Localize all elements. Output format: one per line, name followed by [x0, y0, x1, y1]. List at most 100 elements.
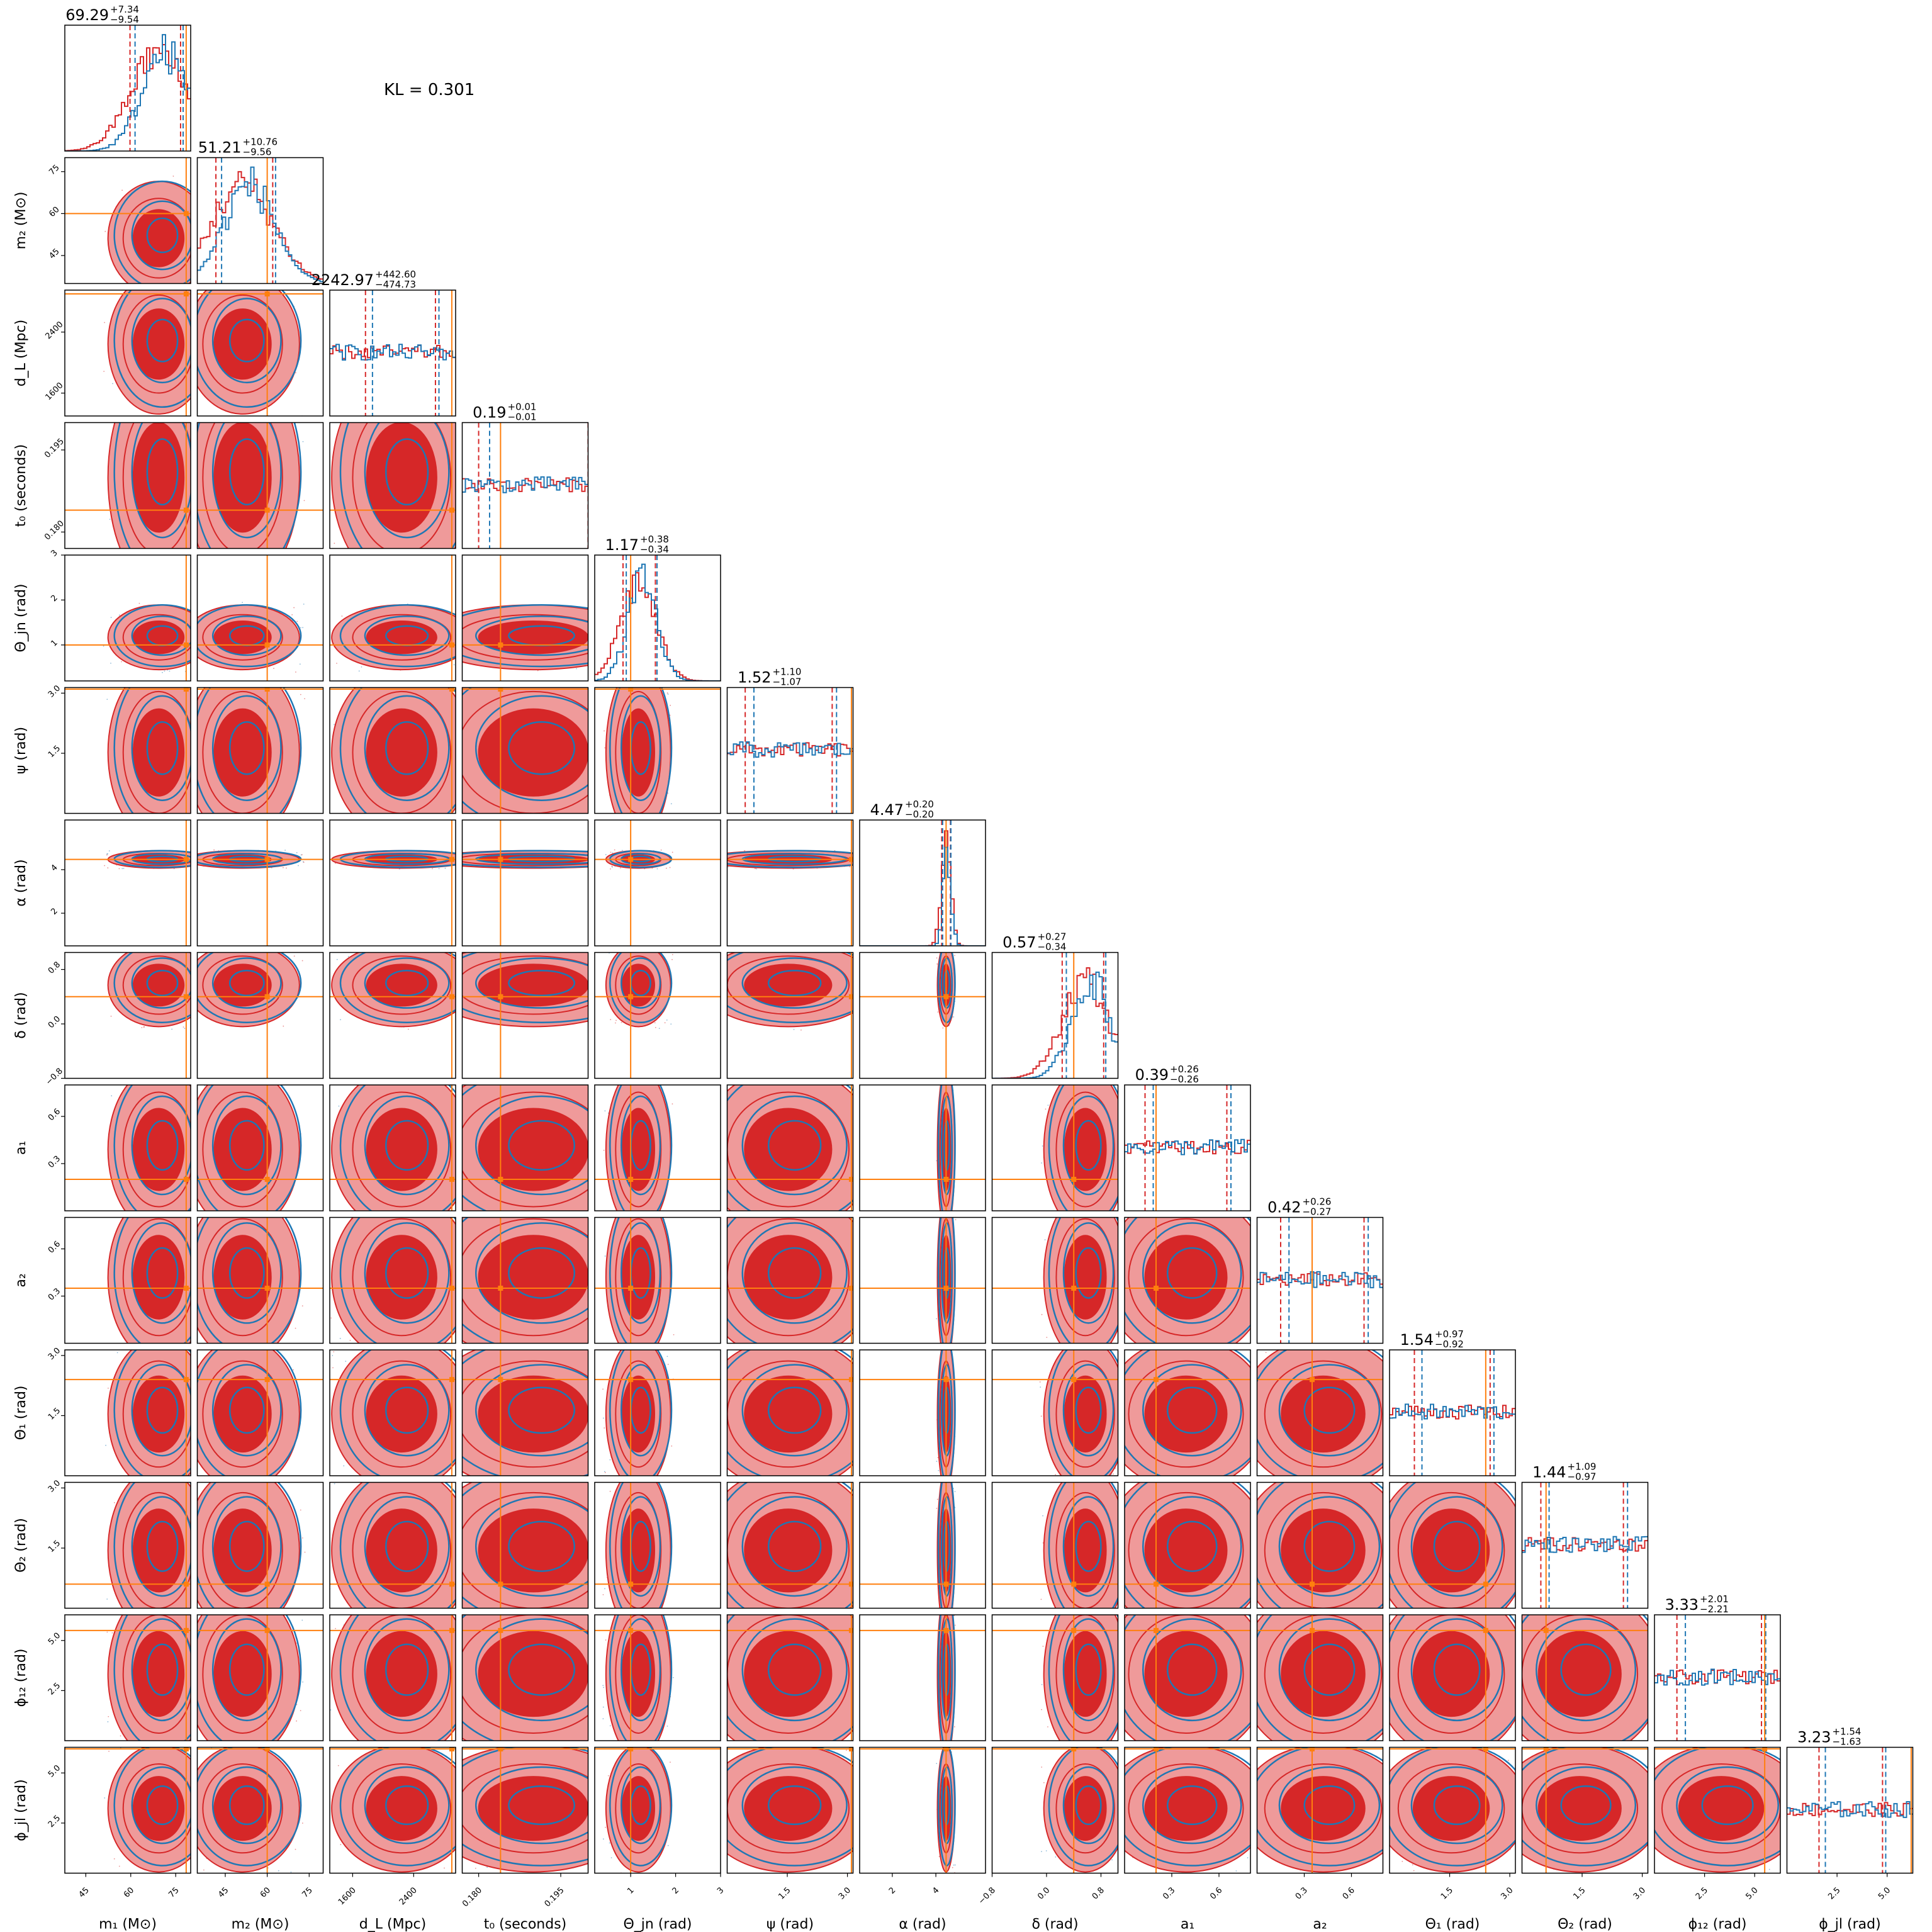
sample-point [1803, 1837, 1804, 1838]
sample-point [882, 1403, 883, 1404]
panel-frame [329, 1084, 456, 1211]
contour-blue-inner [228, 1247, 265, 1299]
sample-point [617, 637, 619, 638]
sample-point [605, 854, 607, 855]
contour-red-mid [122, 1091, 191, 1208]
contour-blue-outer [113, 604, 191, 668]
sample-point [328, 656, 329, 658]
sample-point [647, 662, 648, 663]
contour-blue-inner [1075, 1520, 1102, 1572]
panel-8-6 [859, 1065, 986, 1211]
sample-point [374, 684, 375, 685]
panel-frame [1389, 1746, 1516, 1874]
panel-content [727, 1615, 868, 1755]
sample-point [671, 958, 673, 960]
sample-point [118, 1865, 120, 1867]
sample-point [1121, 1405, 1122, 1406]
sample-point [1505, 1739, 1506, 1741]
panel-frame [329, 687, 456, 814]
sample-point [1083, 1083, 1084, 1084]
contour-red-1sigma [132, 1235, 185, 1320]
panel-content [197, 687, 323, 814]
panel-frame [991, 1614, 1119, 1741]
hist-title-plus: +0.38 [640, 534, 669, 545]
sample-point [1040, 1415, 1042, 1417]
contour-blue-inner [1560, 1785, 1612, 1826]
truth-marker [183, 1627, 189, 1633]
sample-point [196, 344, 197, 345]
panel-frame [196, 1084, 324, 1211]
sample-point [1241, 1743, 1242, 1744]
sample-point [136, 816, 137, 817]
sample-point [104, 322, 105, 323]
sample-point [203, 1869, 205, 1871]
truth-marker [1071, 1286, 1077, 1291]
panel-content [330, 1350, 456, 1476]
sample-point [625, 839, 626, 840]
panel-frame [461, 819, 589, 946]
panel-12-4 [594, 1614, 721, 1741]
contour-blue-inner [767, 970, 822, 997]
contour-blue-inner [508, 1785, 576, 1826]
contour-blue-inner [1433, 1643, 1481, 1696]
contour-blue-inner [508, 970, 576, 997]
panel-frame [594, 1481, 721, 1609]
contour-blue-mid [940, 1496, 953, 1597]
sample-point [1503, 1611, 1504, 1612]
sample-point [399, 1069, 400, 1070]
sample-point [938, 1345, 940, 1346]
sample-point [609, 1459, 611, 1461]
sample-point [283, 1025, 284, 1027]
sample-point [166, 1877, 167, 1878]
contour-blue-mid [940, 1766, 953, 1845]
sample-point [296, 1756, 298, 1758]
panel-frame [1124, 1216, 1251, 1344]
truth-marker [183, 1286, 189, 1291]
sample-point [791, 1877, 792, 1878]
sample-point [1552, 1583, 1553, 1585]
sample-point [1412, 1864, 1413, 1866]
sample-point [696, 1189, 697, 1191]
sample-point [336, 958, 338, 960]
sample-point [263, 565, 264, 566]
contour-red-mid [462, 1615, 588, 1734]
sample-point [296, 1720, 297, 1722]
sample-point [137, 288, 138, 289]
panel-frame [594, 1349, 721, 1476]
contour-red-1sigma [213, 1776, 272, 1841]
truth-marker [943, 1747, 949, 1752]
panel-frame [726, 952, 854, 1079]
contour-blue-inner [1303, 1386, 1356, 1434]
contour-blue-outer [462, 604, 588, 668]
contour-blue-inner [508, 721, 576, 775]
sample-point [1235, 1870, 1237, 1872]
sample-point [607, 1464, 609, 1466]
sample-point [701, 997, 702, 999]
sample-point [607, 1775, 609, 1777]
sample-point [941, 1065, 943, 1067]
sample-point [670, 1023, 672, 1025]
sample-point [875, 1417, 876, 1418]
panel-frame [1256, 1746, 1384, 1874]
sample-point [668, 1487, 670, 1488]
sample-point [1262, 1219, 1264, 1220]
sample-point [441, 388, 442, 389]
sample-point [952, 1867, 953, 1868]
sample-point [172, 176, 174, 177]
contour-blue-outer [339, 952, 456, 1023]
sample-point [862, 1667, 863, 1668]
sample-point [1120, 1754, 1121, 1755]
hist-title-value: 69.29 [65, 6, 109, 24]
contour-blue-inner [228, 1520, 265, 1572]
sample-point [867, 1753, 868, 1755]
sample-point [104, 230, 106, 232]
sample-point [194, 399, 196, 400]
contour-red-1sigma [213, 1631, 272, 1717]
sample-point [412, 1344, 413, 1345]
sample-point [790, 941, 791, 942]
sample-point [954, 1479, 955, 1480]
panel-frame [859, 952, 986, 1079]
sample-point [295, 1848, 296, 1850]
sample-point [294, 1743, 295, 1744]
sample-point [875, 1447, 877, 1448]
